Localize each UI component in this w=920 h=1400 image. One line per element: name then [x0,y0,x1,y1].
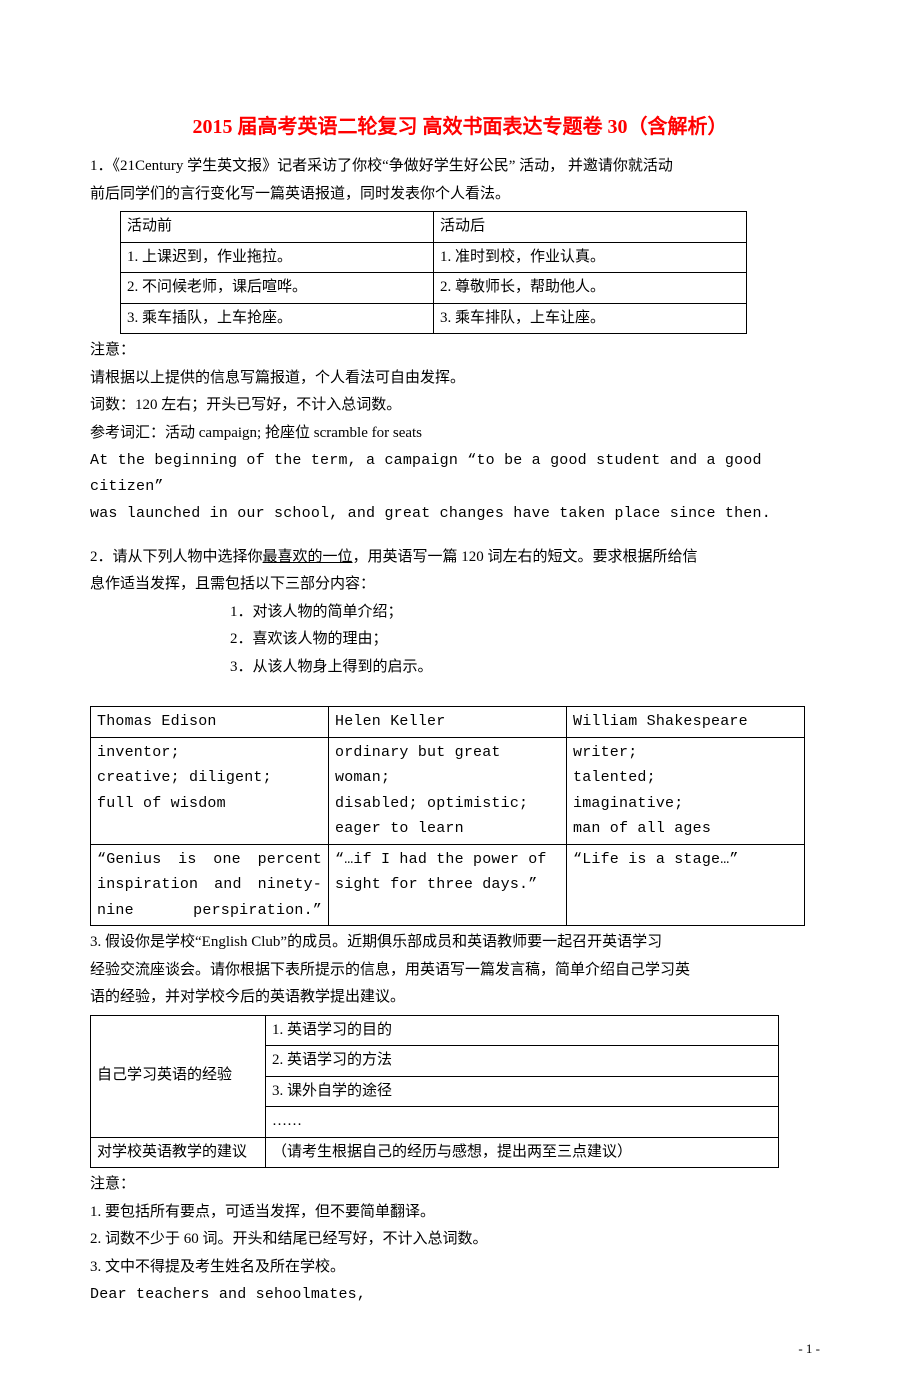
q3-intro-line2: 经验交流座谈会。请你根据下表所提示的信息，用英语写一篇发言稿，简单介绍自己学习英 [90,958,830,984]
q1-header-before: 活动前 [121,212,434,243]
table-row: 2. 不问候老师，课后喧哗。 2. 尊敬师长，帮助他人。 [121,273,747,304]
q2-line: full of wisdom [97,791,322,817]
q3-cell: 1. 英语学习的目的 [266,1015,779,1046]
q3-rowhead-suggestion: 对学校英语教学的建议 [91,1137,266,1168]
q1-cell: 3. 乘车插队，上车抢座。 [121,303,434,334]
q1-intro-line1: 1．《21Century 学生英文报》记者采访了你校“争做好学生好公民” 活动，… [90,154,830,180]
q1-cell: 2. 尊敬师长，帮助他人。 [434,273,747,304]
q3-rowhead-experience: 自己学习英语的经验 [91,1015,266,1137]
q2-header-keller: Helen Keller [329,707,567,738]
q2-cell: inventor; creative; diligent; full of wi… [91,737,329,844]
q1-note1: 请根据以上提供的信息写篇报道，个人看法可自由发挥。 [90,366,830,392]
q2-intro-text: 2．请从下列人物中选择你 [90,549,263,565]
q3-note3: 3. 文中不得提及考生姓名及所在学校。 [90,1255,830,1281]
q2-line: inventor; [97,740,322,766]
q2-header-edison: Thomas Edison [91,707,329,738]
q2-line: disabled; optimistic; [335,791,560,817]
q1-cell: 1. 上课迟到，作业拖拉。 [121,242,434,273]
q1-note2: 词数：120 左右；开头已写好，不计入总词数。 [90,393,830,419]
table-row: 活动前 活动后 [121,212,747,243]
q2-quote-edison: “Genius is one percent inspiration and n… [91,844,329,926]
q2-quote-shakespeare: “Life is a stage…” [567,844,805,926]
q2-point3: 3．从该人物身上得到的启示。 [230,655,830,681]
q1-cell: 2. 不问候老师，课后喧哗。 [121,273,434,304]
q1-english-line2: was launched in our school, and great ch… [90,501,830,527]
q1-table: 活动前 活动后 1. 上课迟到，作业拖拉。 1. 准时到校，作业认真。 2. 不… [120,211,747,334]
q2-cell: ordinary but great woman; disabled; opti… [329,737,567,844]
q2-intro-text: ，用英语写一篇 120 词左右的短文。要求根据所给信 [353,549,698,565]
q2-point2: 2．喜欢该人物的理由； [230,627,830,653]
table-row: 对学校英语教学的建议 （请考生根据自己的经历与感想，提出两至三点建议） [91,1137,779,1168]
q3-english-opening: Dear teachers and sehoolmates, [90,1282,830,1308]
q3-table: 自己学习英语的经验 1. 英语学习的目的 2. 英语学习的方法 3. 课外自学的… [90,1015,779,1169]
q1-header-after: 活动后 [434,212,747,243]
q3-cell: …… [266,1107,779,1138]
table-row: inventor; creative; diligent; full of wi… [91,737,805,844]
q2-quote-keller: “…if I had the power of sight for three … [329,844,567,926]
q2-cell: writer; talented; imaginative; man of al… [567,737,805,844]
q2-intro-line2: 息作适当发挥，且需包括以下三部分内容： [90,572,830,598]
q2-intro-line1: 2．请从下列人物中选择你最喜欢的一位，用英语写一篇 120 词左右的短文。要求根… [90,545,830,571]
q3-cell: 2. 英语学习的方法 [266,1046,779,1077]
q2-point1: 1．对该人物的简单介绍； [230,600,830,626]
q1-cell: 3. 乘车排队，上车让座。 [434,303,747,334]
q3-cell: 3. 课外自学的途径 [266,1076,779,1107]
q2-table: Thomas Edison Helen Keller William Shake… [90,706,805,926]
q2-line: ordinary but great woman; [335,740,560,791]
q3-intro-line3: 语的经验，并对学校今后的英语教学提出建议。 [90,985,830,1011]
q3-note2: 2. 词数不少于 60 词。开头和结尾已经写好，不计入总词数。 [90,1227,830,1253]
q2-line: writer; [573,740,798,766]
q3-note-label: 注意： [90,1172,830,1198]
document-title: 2015 届高考英语二轮复习 高效书面表达专题卷 30（含解析） [90,110,830,144]
q2-intro-underline: 最喜欢的一位 [263,549,353,565]
table-row: 自己学习英语的经验 1. 英语学习的目的 [91,1015,779,1046]
q1-intro-line2: 前后同学们的言行变化写一篇英语报道，同时发表你个人看法。 [90,182,830,208]
q3-intro-line1: 3. 假设你是学校“English Club”的成员。近期俱乐部成员和英语教师要… [90,930,830,956]
q2-line: man of all ages [573,816,798,842]
q2-line: eager to learn [335,816,560,842]
q1-note-label: 注意： [90,338,830,364]
q2-line: imaginative; [573,791,798,817]
table-row: “Genius is one percent inspiration and n… [91,844,805,926]
q2-line: creative; diligent; [97,765,322,791]
q1-english-line1: At the beginning of the term, a campaign… [90,448,830,499]
q2-header-shakespeare: William Shakespeare [567,707,805,738]
table-row: 1. 上课迟到，作业拖拉。 1. 准时到校，作业认真。 [121,242,747,273]
page-number: - 1 - [90,1338,830,1360]
q1-note3: 参考词汇：活动 campaign; 抢座位 scramble for seats [90,421,830,447]
table-row: 3. 乘车插队，上车抢座。 3. 乘车排队，上车让座。 [121,303,747,334]
q3-note1: 1. 要包括所有要点，可适当发挥，但不要简单翻译。 [90,1200,830,1226]
q2-line: talented; [573,765,798,791]
q1-cell: 1. 准时到校，作业认真。 [434,242,747,273]
q3-cell: （请考生根据自己的经历与感想，提出两至三点建议） [266,1137,779,1168]
table-row: Thomas Edison Helen Keller William Shake… [91,707,805,738]
